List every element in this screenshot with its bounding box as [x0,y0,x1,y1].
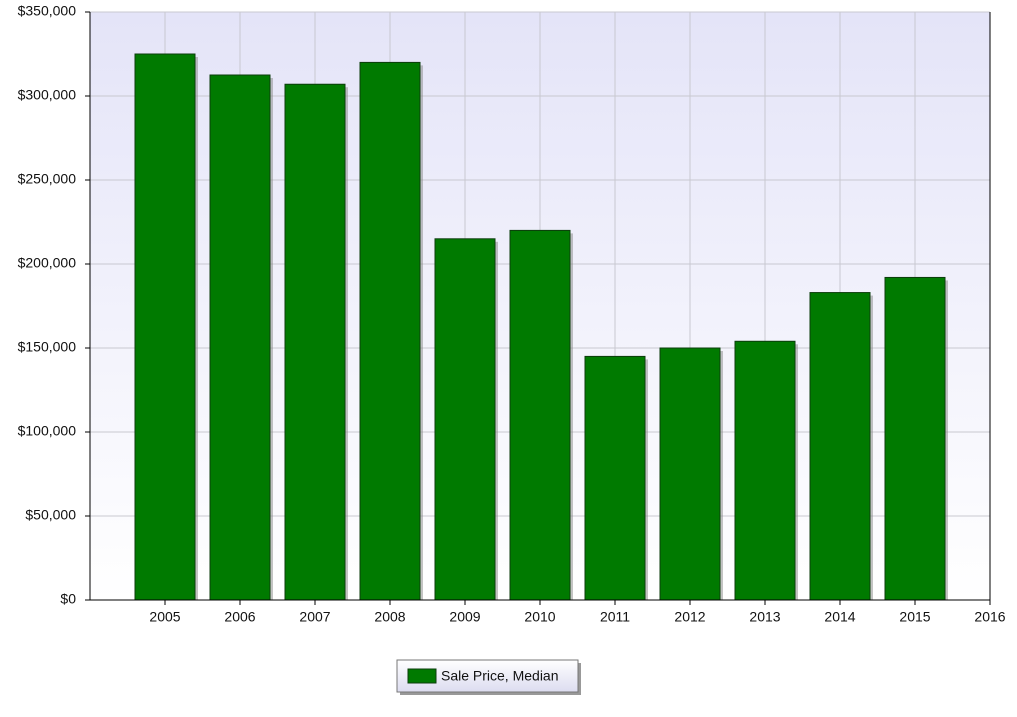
x-tick-label: 2009 [449,609,480,625]
bar [884,276,946,601]
x-tick-label: 2013 [749,609,780,625]
y-tick-label: $50,000 [25,507,76,523]
y-tick-label: $200,000 [18,255,77,271]
x-tick-label: 2014 [824,609,855,625]
bar [659,347,721,601]
bar [509,229,571,601]
bar [734,340,796,601]
legend-swatch [407,668,437,684]
x-tick-label: 2007 [299,609,330,625]
bar [134,53,196,601]
y-tick-label: $150,000 [18,339,77,355]
bar [284,83,346,601]
bar [584,355,646,601]
legend-label: Sale Price, Median [441,668,559,684]
y-tick-label: $300,000 [18,87,77,103]
x-tick-label: 2006 [224,609,255,625]
y-tick-label: $100,000 [18,423,77,439]
y-tick-label: $0 [60,591,76,607]
bar [209,74,271,601]
bar [359,61,421,601]
bar [809,292,871,601]
x-tick-label: 2005 [149,609,180,625]
x-tick-label: 2010 [524,609,555,625]
y-tick-label: $350,000 [18,3,77,19]
x-tick-label: 2012 [674,609,705,625]
x-tick-label: 2016 [974,609,1005,625]
bar [434,238,496,601]
x-tick-label: 2008 [374,609,405,625]
x-tick-label: 2011 [600,609,630,625]
x-tick-label: 2015 [899,609,930,625]
y-tick-label: $250,000 [18,171,77,187]
